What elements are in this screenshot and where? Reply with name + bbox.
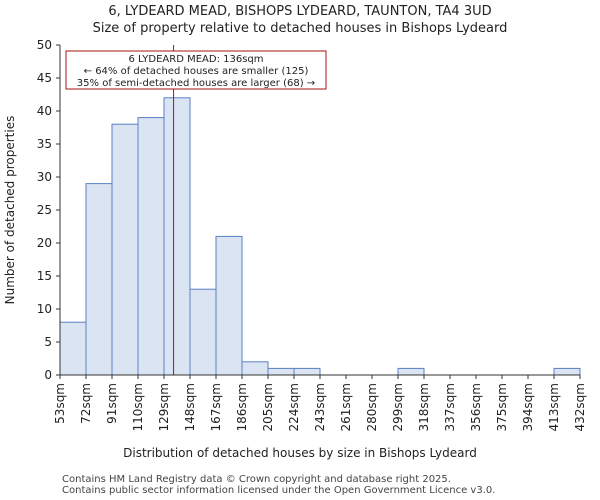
chart-subtitle: Size of property relative to detached ho… [93,21,508,36]
bar-205sqm [267,367,295,376]
y-tick-label: 10 [37,302,52,316]
y-axis-label: Number of detached properties [3,116,17,305]
x-tick-label: 110sqm [131,383,145,431]
annotation-line: ← 64% of detached houses are smaller (12… [84,66,309,77]
x-tick-label: 243sqm [313,383,327,431]
footer-licence: Contains public sector information licen… [62,485,496,496]
y-tick-label: 15 [37,269,52,283]
bar-186sqm [241,361,269,376]
annotation-box [65,50,327,90]
bar-129sqm [163,97,191,376]
x-tick-label: 148sqm [183,383,197,431]
x-tick-label: 186sqm [235,383,249,431]
bar-167sqm [215,235,243,376]
x-axis-label: Distribution of detached houses by size … [123,446,477,460]
annotation-line: 6 LYDEARD MEAD: 136sqm [129,54,264,65]
y-tick-label: 0 [44,368,52,382]
x-tick-label: 375sqm [495,383,509,431]
y-tick-label: 20 [37,236,52,250]
y-tick-label: 45 [37,71,52,85]
x-tick-label: 432sqm [573,383,587,431]
property-marker: 6 LYDEARD MEAD: 136sqm← 64% of detached … [65,45,327,375]
chart-title: 6, LYDEARD MEAD, BISHOPS LYDEARD, TAUNTO… [108,4,491,19]
bars [59,97,581,376]
x-tick-label: 261sqm [339,383,353,431]
x-tick-label: 356sqm [469,383,483,431]
y-tick-label: 35 [37,137,52,151]
x-tick-label: 394sqm [521,383,535,431]
bar-53sqm [59,321,87,376]
annotation-line: 35% of semi-detached houses are larger (… [77,78,315,89]
bar-110sqm [137,117,165,376]
y-tick-label: 5 [44,335,52,349]
y-tick-label: 25 [37,203,52,217]
footer-copyright: Contains HM Land Registry data © Crown c… [62,474,451,485]
x-tick-label: 72sqm [79,383,93,424]
y-tick-label: 30 [37,170,52,184]
x-tick-label: 337sqm [443,383,457,431]
x-tick-label: 224sqm [287,383,301,431]
x-tick-label: 280sqm [365,383,379,431]
x-tick-label: 129sqm [157,383,171,431]
y-tick-label: 50 [37,38,52,52]
bar-72sqm [85,183,113,376]
bar-224sqm [293,367,321,376]
bar-148sqm [189,288,217,376]
y-tick-label: 40 [37,104,52,118]
bar-299sqm [397,367,425,376]
bar-91sqm [111,123,139,376]
x-tick-label: 299sqm [391,383,405,431]
x-tick-label: 167sqm [209,383,223,431]
x-tick-label: 318sqm [417,383,431,431]
bar-413sqm [553,367,581,376]
x-tick-label: 91sqm [105,383,119,424]
x-tick-label: 53sqm [53,383,67,424]
x-tick-label: 413sqm [547,383,561,431]
y-axis-ticks: 0 5 10 15 20 25 30 35 40 45 50 [37,38,60,382]
x-axis-ticks: 53sqm 72sqm 91sqm 110sqm 129sqm 148sqm 167sqm 1… [53,375,587,431]
x-tick-label: 205sqm [261,383,275,431]
